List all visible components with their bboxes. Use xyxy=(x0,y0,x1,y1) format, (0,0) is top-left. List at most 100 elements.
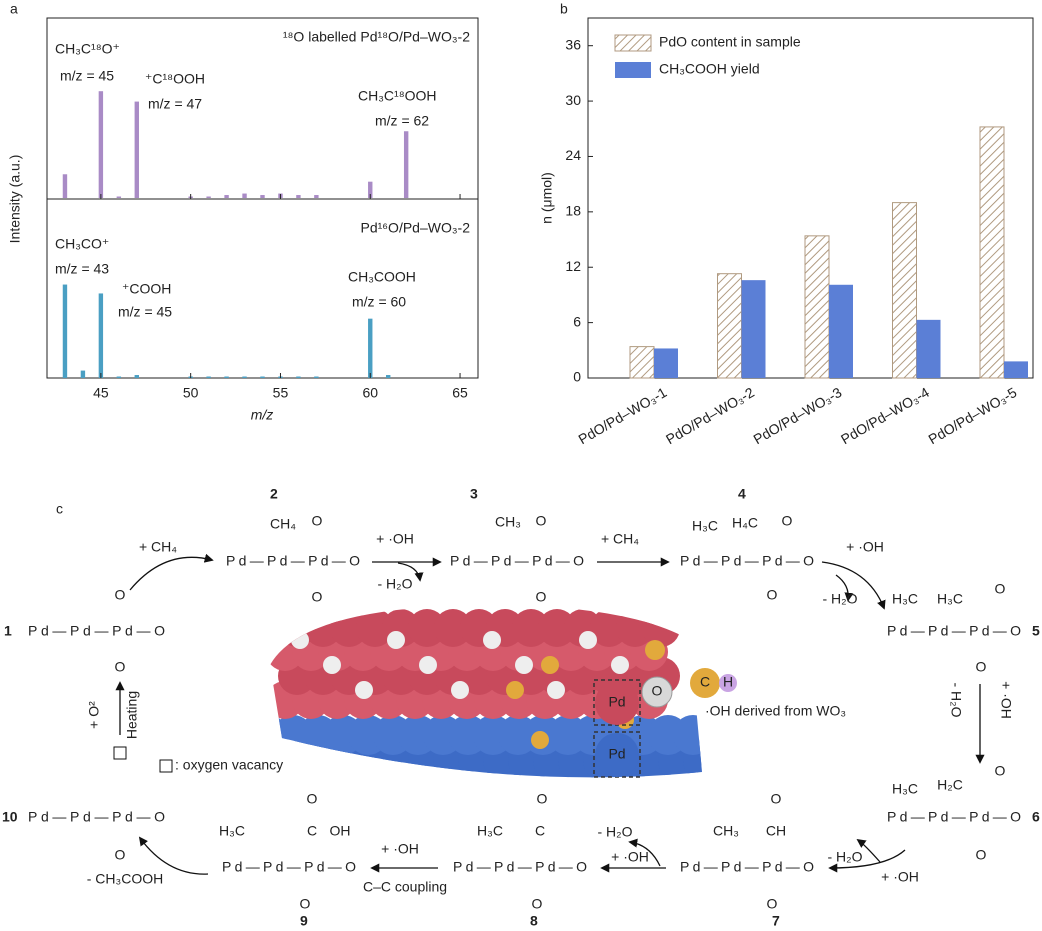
structure-number: 1 xyxy=(4,623,12,639)
bar xyxy=(979,126,1005,379)
bar xyxy=(829,284,853,378)
reaction-label: + ·OH xyxy=(611,849,649,865)
spectrum-bar xyxy=(386,375,391,378)
reaction-label: - H₂O xyxy=(948,683,964,718)
y-tick-label: 24 xyxy=(565,147,581,163)
y-tick-label: 0 xyxy=(573,369,581,385)
h-atom xyxy=(355,681,373,699)
structure-number: 10 xyxy=(2,809,18,825)
x-tick-label: PdO/Pd–WO₃-5 xyxy=(926,384,1020,447)
legend-label: PdO content in sample xyxy=(659,34,801,50)
peak-annotation: ⁺COOH xyxy=(122,281,171,297)
h-atom xyxy=(515,656,533,674)
h-atom xyxy=(387,631,405,649)
o-atom xyxy=(408,609,446,647)
structure-number: 9 xyxy=(300,913,308,929)
w-atom xyxy=(673,715,702,755)
reaction-label: + CH₄ xyxy=(601,531,639,547)
y-tick-label: 36 xyxy=(565,36,581,52)
h-atom xyxy=(451,681,469,699)
structure-atom: Pd—Pd—Pd—O xyxy=(226,553,360,569)
structure-atom: O xyxy=(307,791,318,807)
spectrum-bar xyxy=(80,370,86,378)
reaction-label: - H₂O xyxy=(378,576,413,592)
bar xyxy=(741,280,766,378)
peak-annotation: m/z = 60 xyxy=(352,294,406,310)
reaction-label: C–C coupling xyxy=(363,879,447,895)
structure-number: 8 xyxy=(530,913,538,929)
atom-label: Pd xyxy=(608,746,625,762)
panel-label: b xyxy=(560,1,568,17)
y-axis-label: n (μmol) xyxy=(539,172,555,224)
peak-annotation: m/z = 45 xyxy=(60,68,114,84)
structure-atom: CH₃ xyxy=(713,823,739,839)
reaction-label: - H₂O xyxy=(823,591,858,607)
spectrum-bar xyxy=(134,375,139,378)
atom-label: O xyxy=(652,683,663,699)
peak-annotation: m/z = 47 xyxy=(148,96,202,112)
structure-atom: O xyxy=(771,791,782,807)
structure-atom: O xyxy=(300,896,311,912)
bar xyxy=(654,348,678,378)
x-tick-label: 55 xyxy=(273,385,289,401)
spectrum-bar xyxy=(206,376,211,378)
structure-atom: H₃C xyxy=(892,781,918,797)
spectrum-bar xyxy=(206,196,211,198)
structure-atom: Pd—Pd—Pd—O xyxy=(680,553,814,569)
bar xyxy=(629,346,655,379)
spectrum-bar xyxy=(224,195,229,198)
structure-atom: O xyxy=(312,589,323,605)
spectrum-bar xyxy=(224,376,229,378)
h-atom xyxy=(419,656,437,674)
spectrum-bar xyxy=(98,293,104,378)
structure-atom: O xyxy=(115,847,126,863)
x-tick-label: PdO/Pd–WO₃-3 xyxy=(751,384,845,447)
structure-atom: O xyxy=(536,513,547,529)
o-atom xyxy=(642,609,680,647)
spectrum-bar xyxy=(314,376,319,378)
bar xyxy=(717,273,742,379)
spectrum-bar xyxy=(242,193,247,198)
y-axis-label: Intensity (a.u.) xyxy=(7,155,23,244)
structure-atom: O xyxy=(995,763,1006,779)
h-atom xyxy=(291,631,309,649)
x-tick-label: PdO/Pd–WO₃-2 xyxy=(663,384,757,447)
structure-atom: O xyxy=(537,791,548,807)
reaction-label: + CH₄ xyxy=(139,539,177,555)
spectrum-bar xyxy=(260,195,265,198)
spectrum-bar xyxy=(314,195,319,198)
bar xyxy=(1004,361,1028,378)
spectrum-bar xyxy=(242,376,247,378)
x-tick-label: 50 xyxy=(183,385,199,401)
o-atom xyxy=(434,609,472,647)
reaction-label: + ·OH xyxy=(381,841,419,857)
structure-atom: CH₃ xyxy=(495,514,521,530)
bar xyxy=(892,202,917,379)
c-atom xyxy=(506,681,524,699)
x-axis-label: m/z xyxy=(251,407,274,423)
reaction-label: + O² xyxy=(86,701,102,729)
reaction-label: + ·OH xyxy=(998,681,1014,719)
peak-annotation: CH₃CO⁺ xyxy=(55,236,109,252)
atom-label: Pd xyxy=(608,694,625,710)
spectrum-bar xyxy=(116,376,122,378)
subplot-title: Pd¹⁶O/Pd–WO₃-2 xyxy=(361,220,471,236)
h-atom xyxy=(579,631,597,649)
x-tick-label: 65 xyxy=(452,385,468,401)
structure-atom: Pd—Pd—Pd—O xyxy=(453,859,587,875)
structure-atom: CH₄ xyxy=(270,516,296,532)
o-atom xyxy=(512,609,550,647)
structure-number: 5 xyxy=(1032,623,1040,639)
pd-atom xyxy=(595,681,639,725)
reaction-arrows xyxy=(113,553,985,875)
structure-atom: OH xyxy=(330,823,351,839)
structure-atom: O xyxy=(532,896,543,912)
spectrum-bar xyxy=(296,376,301,378)
structure-atom: H₃C xyxy=(692,518,718,534)
y-tick-label: 18 xyxy=(565,203,581,219)
peak-annotation: ⁺C¹⁸OOH xyxy=(145,71,205,87)
peak-annotation: m/z = 62 xyxy=(375,113,429,129)
structure-number: 4 xyxy=(738,486,746,502)
spectrum-bar xyxy=(116,196,122,198)
